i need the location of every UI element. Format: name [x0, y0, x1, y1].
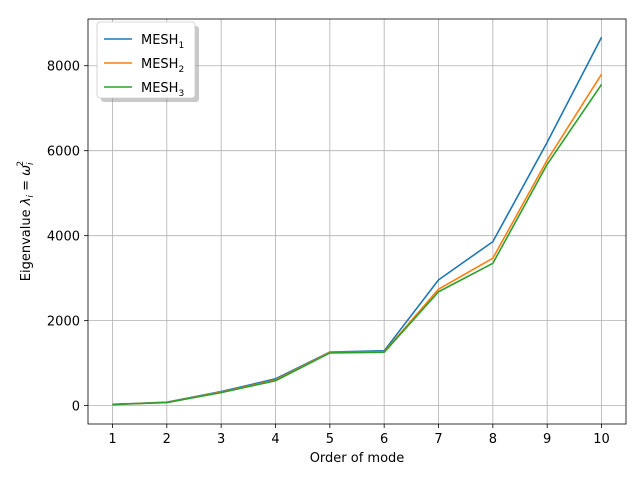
- x-tick-label: 8: [489, 432, 497, 447]
- y-axis-label-lambda: λ: [19, 198, 34, 207]
- x-tick-label: 7: [434, 432, 442, 447]
- y-axis-label-lambda-sub: i: [26, 195, 36, 198]
- y-axis-label-equals: =: [19, 176, 34, 195]
- y-tick-label: 6000: [47, 145, 80, 160]
- y-axis-label-omega: ω: [19, 165, 34, 176]
- x-tick-label: 6: [380, 432, 388, 447]
- y-tick-label: 4000: [47, 230, 80, 245]
- x-tick-label: 2: [163, 432, 171, 447]
- x-axis-label: Order of mode: [310, 451, 405, 466]
- x-tick-label: 5: [326, 432, 334, 447]
- legend-label-mesh1: MESH1: [141, 33, 184, 51]
- legend-box: [96, 21, 196, 99]
- grid: [88, 19, 626, 424]
- series-line-mesh2: [112, 73, 603, 406]
- series-lines: [112, 36, 603, 406]
- y-tick-label: 2000: [47, 315, 80, 330]
- legend-label-mesh3: MESH3: [141, 81, 184, 99]
- series-line-mesh3: [112, 83, 603, 406]
- y-tick-label: 0: [72, 400, 80, 415]
- x-tick-label: 9: [543, 432, 551, 447]
- y-axis-label-prefix: Eigenvalue: [19, 205, 34, 281]
- x-tick-label: 1: [108, 432, 116, 447]
- y-axis-label: Eigenvalue λi = ωi2: [16, 161, 36, 282]
- plot-area-frame: [87, 18, 627, 425]
- y-axis-label-omega-sub: i: [26, 162, 36, 165]
- x-tick-label: 4: [271, 432, 279, 447]
- legend: MESH1 MESH2 MESH3: [96, 21, 199, 102]
- y-axis-label-omega-sup: 2: [16, 161, 26, 167]
- x-tick-label: 10: [593, 432, 610, 447]
- y-tick-label: 8000: [47, 60, 80, 75]
- x-tick-label: 3: [217, 432, 225, 447]
- y-axis-ticks: 0 2000 4000 6000 8000: [47, 60, 88, 415]
- x-axis-ticks: 1 2 3 4 5 6 7 8 9 10: [108, 424, 610, 447]
- legend-label-mesh2: MESH2: [141, 57, 184, 75]
